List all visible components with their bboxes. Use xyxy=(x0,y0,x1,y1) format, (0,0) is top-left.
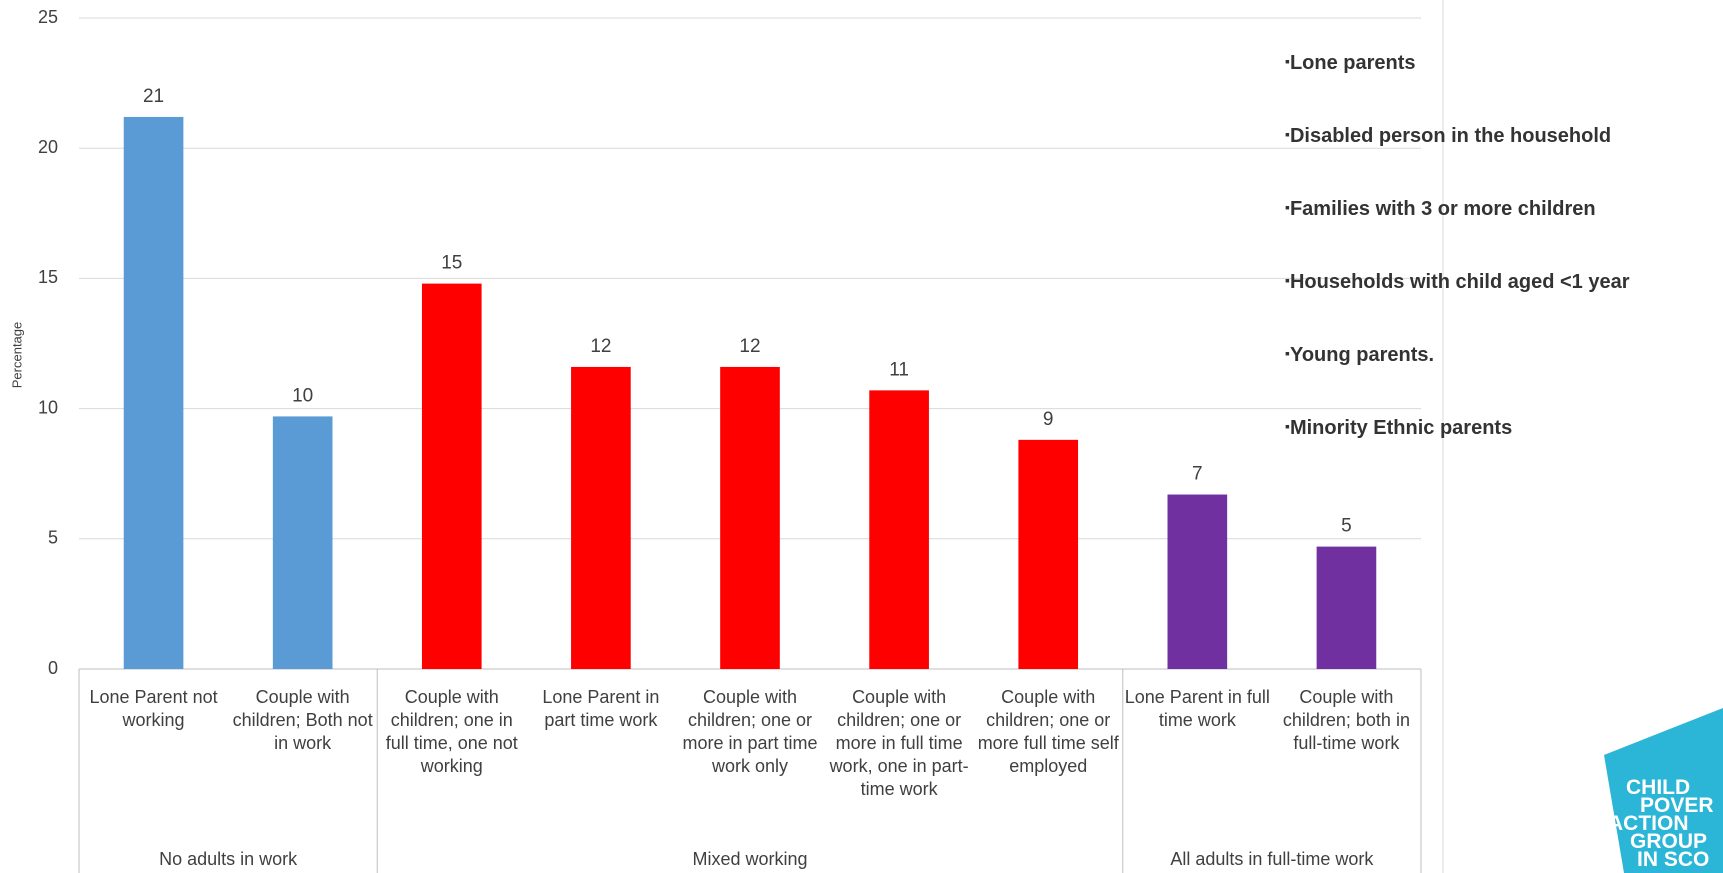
bar xyxy=(1018,439,1079,669)
value-label: 21 xyxy=(143,86,164,107)
group-label: Mixed working xyxy=(692,849,808,869)
value-label: 15 xyxy=(441,253,462,274)
x-tick-label: Couple with children; Both not in work xyxy=(232,687,373,753)
group-label: All adults in full-time work xyxy=(1170,849,1374,869)
note-item: Minority Ethnic parents xyxy=(1285,409,1723,446)
y-tick-label: 20 xyxy=(38,137,58,157)
value-label: 12 xyxy=(739,336,760,357)
bar xyxy=(571,366,631,669)
logo-shape xyxy=(1604,708,1723,873)
x-tick-label: Lone Parent in part time work xyxy=(542,687,660,730)
note-item: Disabled person in the household xyxy=(1285,117,1723,154)
value-label: 7 xyxy=(1192,464,1203,485)
y-tick-label: 15 xyxy=(38,267,58,287)
x-tick-label: Couple with children; one in full time, … xyxy=(385,687,518,776)
x-tick-label: Lone Parent not working xyxy=(89,687,218,730)
bar xyxy=(421,283,482,669)
y-tick-label: 25 xyxy=(38,7,58,27)
note-item: Households with child aged <1 year xyxy=(1285,263,1723,300)
value-label: 11 xyxy=(889,359,909,380)
y-tick-label: 0 xyxy=(48,658,58,678)
value-label: 12 xyxy=(590,336,611,357)
y-axis-label: Percentage xyxy=(9,322,24,389)
logo-text: POVER xyxy=(1640,794,1714,817)
bar xyxy=(272,416,333,669)
value-label: 10 xyxy=(292,385,313,406)
note-item: Families with 3 or more children xyxy=(1285,190,1723,227)
x-tick-label: Couple with children; both in full-time … xyxy=(1282,687,1410,753)
x-tick-label: Couple with children; one or more in ful… xyxy=(829,687,969,799)
logo: CHILD POVER ACTION GROUP IN SCO xyxy=(1604,703,1723,873)
logo-text: IN SCO xyxy=(1637,848,1710,871)
group-label: No adults in work xyxy=(159,849,298,869)
bar xyxy=(1167,494,1228,669)
bar xyxy=(869,390,929,669)
bar xyxy=(1316,546,1377,669)
note-item: Lone parents xyxy=(1285,44,1723,81)
y-tick-label: 10 xyxy=(38,397,58,417)
logo-text: GROUP xyxy=(1630,830,1708,853)
x-tick-label: Couple with children; one or more full t… xyxy=(977,687,1119,776)
note-item: Young parents. xyxy=(1285,336,1723,373)
notes: Lone parents Disabled person in the house… xyxy=(1285,44,1723,482)
value-label: 5 xyxy=(1341,516,1352,537)
value-label: 9 xyxy=(1043,409,1054,430)
bar xyxy=(123,116,184,669)
y-tick-label: 5 xyxy=(48,528,58,548)
x-tick-label: Lone Parent in full time work xyxy=(1124,687,1270,730)
logo-text: ACTION xyxy=(1608,812,1689,835)
bar xyxy=(720,366,780,669)
x-tick-label: Couple with children; one or more in par… xyxy=(682,687,818,776)
logo-text: CHILD xyxy=(1626,776,1691,799)
